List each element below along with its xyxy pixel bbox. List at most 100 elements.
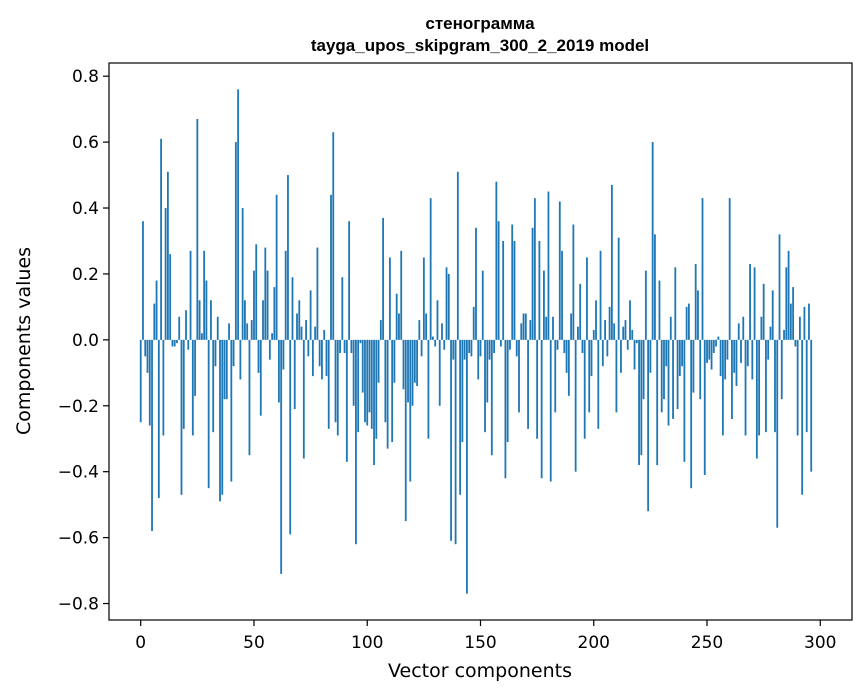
bar-174 — [533, 198, 536, 340]
bar-151 — [481, 270, 484, 340]
bar-184 — [556, 339, 559, 350]
bar-42 — [234, 142, 237, 340]
bar-94 — [352, 339, 355, 406]
bar-31 — [210, 300, 212, 340]
bar-73 — [305, 320, 307, 340]
bar-270 — [751, 339, 754, 380]
bar-161 — [504, 339, 507, 479]
bar-137 — [450, 339, 452, 541]
bar-15 — [173, 339, 176, 347]
bar-183 — [554, 339, 557, 413]
bar-196 — [583, 339, 586, 439]
bar-125 — [422, 257, 425, 340]
bar-13 — [169, 254, 172, 340]
bar-284 — [783, 329, 785, 340]
bar-275 — [762, 283, 765, 340]
bar-236 — [674, 267, 677, 340]
bar-0 — [139, 339, 142, 423]
x-tick-label: 50 — [243, 633, 265, 653]
y-tick-label: −0.2 — [58, 397, 99, 417]
bar-19 — [182, 339, 185, 429]
bar-192 — [574, 339, 577, 472]
bar-24 — [194, 339, 196, 396]
y-tick-label: 0.8 — [72, 67, 99, 87]
bar-201 — [595, 300, 597, 340]
bar-254 — [715, 339, 717, 347]
bar-150 — [479, 339, 482, 357]
bar-126 — [425, 313, 428, 340]
bar-273 — [758, 339, 761, 436]
bar-203 — [599, 250, 602, 340]
bar-186 — [561, 250, 563, 340]
x-axis-label: Vector components — [388, 660, 572, 682]
bar-199 — [590, 339, 593, 377]
chart-title-line2: tayga_upos_skipgram_300_2_2019 model — [311, 36, 649, 55]
bar-264 — [737, 323, 740, 340]
bar-286 — [787, 250, 790, 340]
bar-277 — [767, 339, 770, 360]
bar-228 — [656, 339, 659, 466]
y-tick-label: 0.2 — [72, 265, 99, 285]
bar-234 — [669, 316, 672, 340]
bar-68 — [293, 339, 296, 410]
bar-87 — [336, 339, 339, 436]
chart-title-line1: стенограмма — [425, 14, 535, 33]
bar-164 — [511, 224, 514, 340]
bar-191 — [572, 224, 575, 340]
y-tick-label: −0.4 — [58, 463, 99, 483]
bar-238 — [678, 339, 681, 377]
x-axis-ticks: 0 50 100 150 200 250 300 — [135, 620, 837, 653]
bar-200 — [592, 329, 595, 340]
bar-282 — [778, 234, 781, 340]
bar-222 — [642, 339, 645, 400]
bar-258 — [724, 339, 727, 380]
bar-71 — [300, 326, 303, 340]
bar-134 — [443, 339, 446, 350]
bar-75 — [309, 290, 312, 340]
bar-167 — [518, 339, 520, 413]
bar-268 — [746, 339, 749, 367]
bar-16 — [176, 339, 178, 344]
bar-55 — [264, 247, 267, 340]
bar-197 — [586, 257, 588, 340]
bar-177 — [540, 339, 543, 479]
x-tick-label: 100 — [351, 633, 383, 653]
bar-188 — [565, 339, 568, 373]
bar-227 — [654, 234, 656, 340]
bar-124 — [420, 339, 423, 357]
bar-211 — [617, 237, 620, 340]
bar-251 — [708, 339, 711, 360]
bars-group — [139, 89, 813, 594]
bar-92 — [348, 221, 351, 340]
bar-58 — [271, 333, 273, 340]
y-tick-label: −0.8 — [58, 595, 99, 615]
bar-28 — [203, 250, 206, 340]
bar-74 — [307, 339, 310, 357]
bar-29 — [205, 280, 208, 340]
bar-280 — [774, 339, 776, 433]
bar-25 — [196, 119, 199, 340]
bar-144 — [466, 339, 468, 594]
bar-123 — [418, 320, 421, 340]
x-tick-label: 150 — [464, 633, 496, 653]
bar-118 — [407, 339, 409, 403]
y-axis-ticks: −0.8 −0.6 −0.4 −0.2 0.0 0.2 0.4 0.6 0.8 — [58, 67, 109, 615]
bar-2 — [144, 339, 147, 357]
bar-1 — [142, 221, 144, 340]
bar-129 — [432, 336, 434, 340]
bar-70 — [298, 300, 301, 340]
bar-233 — [667, 339, 670, 426]
bar-96 — [357, 339, 360, 433]
bar-170 — [524, 313, 527, 340]
bar-133 — [441, 323, 443, 340]
bar-252 — [710, 339, 713, 370]
bar-95 — [355, 339, 357, 545]
bar-198 — [588, 339, 591, 413]
bar-259 — [726, 339, 729, 360]
bar-135 — [445, 267, 448, 340]
bar-36 — [221, 339, 224, 495]
bar-127 — [427, 339, 430, 439]
bar-162 — [506, 339, 509, 443]
bar-64 — [284, 250, 287, 340]
bar-38 — [225, 339, 228, 400]
